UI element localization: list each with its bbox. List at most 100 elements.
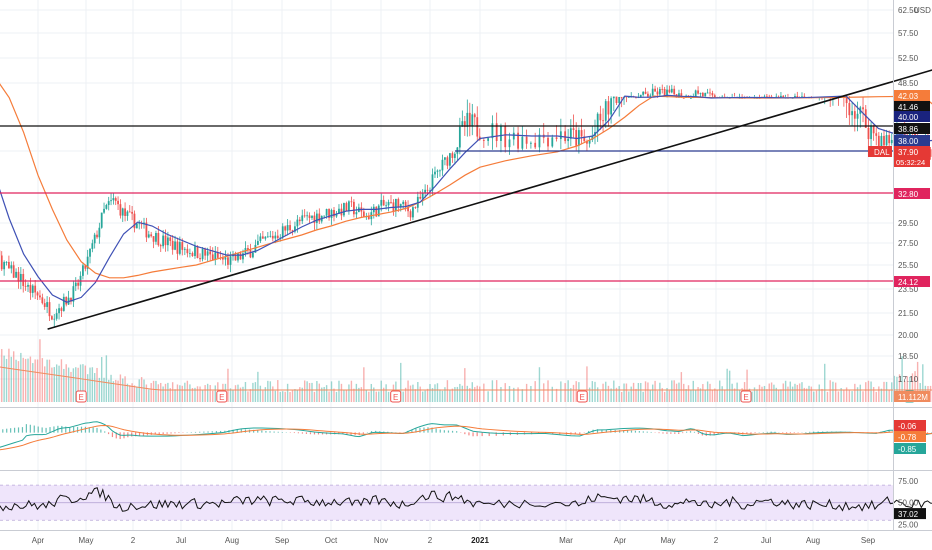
candle-body xyxy=(421,193,424,199)
volume-bar xyxy=(353,388,355,402)
volume-bar xyxy=(751,391,753,402)
candle-body xyxy=(856,113,859,119)
volume-bar xyxy=(570,388,572,402)
volume-bar xyxy=(44,366,46,402)
price-axis[interactable]: 62.50 57.50 52.50 48.50 29.50 27.50 25.50 23.50… xyxy=(898,6,919,530)
volume-bar xyxy=(318,383,321,402)
macd-histogram-bar xyxy=(224,430,226,433)
volume-bar xyxy=(791,386,794,402)
horizontal-levels[interactable] xyxy=(0,125,893,282)
earnings-icon[interactable]: E xyxy=(216,390,228,403)
volume-bar xyxy=(644,381,647,402)
price-badge-text: 42.03 xyxy=(898,92,919,101)
volume-bar xyxy=(145,384,148,402)
candle-body xyxy=(875,133,878,136)
volume-bar xyxy=(596,387,599,402)
volume-ma-line xyxy=(0,366,932,391)
trendlines[interactable] xyxy=(47,60,932,330)
macd-histogram-bar xyxy=(793,432,795,433)
candle-body xyxy=(602,120,604,122)
earnings-icon[interactable]: E xyxy=(390,390,402,403)
volume-bar xyxy=(714,388,716,402)
macd-histogram-bar xyxy=(817,431,819,433)
macd-histogram-bar xyxy=(464,432,466,435)
candle-body xyxy=(325,209,328,216)
candle-body xyxy=(276,235,279,239)
candle-body xyxy=(586,141,588,144)
candle-body xyxy=(903,127,906,141)
volume-bar xyxy=(893,375,896,402)
candle-body xyxy=(204,249,207,256)
candle-body xyxy=(766,96,768,98)
volume-bar xyxy=(24,358,27,402)
macd-histogram-bar xyxy=(605,429,607,433)
candle-body xyxy=(119,204,122,216)
candle-body xyxy=(12,265,15,278)
candle-body xyxy=(644,91,647,94)
candle-body xyxy=(914,133,916,136)
earnings-icon[interactable]: E xyxy=(576,390,588,403)
candle-body xyxy=(254,244,257,253)
symbol-tag: DAL xyxy=(868,146,892,157)
macd-histogram-bar xyxy=(297,432,300,434)
macd-histogram-bar xyxy=(646,431,648,433)
volume-bar xyxy=(58,365,60,402)
macd-histogram-bar xyxy=(41,427,43,433)
candle-body xyxy=(114,198,117,201)
candle-body xyxy=(29,284,32,293)
candle-body xyxy=(512,132,515,140)
macd-histogram-bar xyxy=(666,432,668,434)
macd-histogram-bar xyxy=(766,431,768,433)
price-badge-bg xyxy=(894,111,930,122)
volume-bar xyxy=(171,382,174,402)
volume-bar xyxy=(588,387,591,402)
macd-histogram-bar xyxy=(13,427,16,433)
candle-body xyxy=(534,142,537,148)
candle-body xyxy=(242,253,244,260)
macd-histogram-bar xyxy=(435,428,437,433)
volume-bar xyxy=(355,383,358,402)
macd-histogram-bar xyxy=(754,432,756,434)
candle-body xyxy=(294,226,296,232)
candle-body xyxy=(429,190,431,192)
time-axis[interactable]: Apr May 2 Jul Aug Sep Oct Nov 2 2021 Mar Apr May 2 Jul… xyxy=(32,536,876,545)
volume-bar xyxy=(560,381,562,402)
candle-body xyxy=(206,251,209,256)
macd-histogram-bar xyxy=(468,432,470,436)
candle-body xyxy=(199,258,201,260)
earnings-icon[interactable]: E xyxy=(75,390,87,403)
candle-body xyxy=(780,95,782,98)
volume-bar xyxy=(417,381,419,402)
volume-bar xyxy=(446,380,449,402)
volume-bar xyxy=(179,385,181,402)
rsi-band xyxy=(0,484,893,521)
volume-bar xyxy=(259,385,262,402)
macd-badge: -0.78 xyxy=(894,431,926,442)
volume-bar xyxy=(466,385,469,402)
volume-bar xyxy=(613,380,615,402)
volume-bar xyxy=(279,391,281,402)
earnings-icon[interactable]: E xyxy=(740,390,752,403)
volume-bar xyxy=(429,384,431,402)
volume-bar xyxy=(461,385,464,402)
trendline[interactable] xyxy=(47,60,932,330)
volume-bar xyxy=(854,383,856,402)
macd-histogram-bar xyxy=(215,431,218,433)
price-badge-text: 32.80 xyxy=(898,190,919,199)
volume-bar xyxy=(803,387,806,402)
volume-bar xyxy=(543,383,545,402)
macd-signal-line xyxy=(0,425,932,451)
volume-bar xyxy=(756,389,758,402)
volume-bar xyxy=(530,386,532,402)
candle-body xyxy=(525,136,528,144)
macd-histogram-bar xyxy=(579,432,581,435)
volume-bar xyxy=(815,390,818,402)
candle-body xyxy=(308,215,311,218)
candle-body xyxy=(214,252,217,260)
volume-bar xyxy=(829,380,831,402)
earnings-markers[interactable]: EEEEEE xyxy=(75,390,916,403)
macd-histogram-bar xyxy=(194,431,197,433)
candle-body xyxy=(55,313,58,319)
volume-bar xyxy=(906,376,908,402)
